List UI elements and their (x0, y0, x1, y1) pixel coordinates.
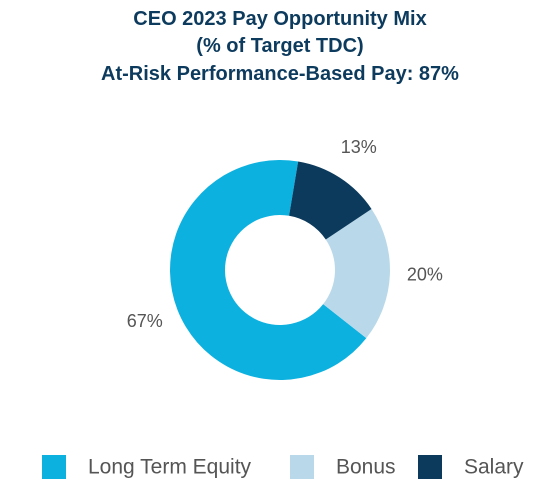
data-label: 20% (407, 265, 443, 285)
data-label: 67% (127, 311, 163, 331)
legend-swatch (42, 455, 66, 479)
donut-slice (170, 160, 367, 380)
chart-title: (% of Target TDC) (196, 35, 363, 57)
legend-swatch (418, 455, 442, 479)
donut-slice (289, 161, 372, 240)
legend-label: Bonus (336, 456, 396, 479)
chart-title: CEO 2023 Pay Opportunity Mix (133, 8, 426, 30)
donut-slice (323, 208, 390, 339)
data-label: 13% (341, 137, 377, 157)
legend-label: Long Term Equity (88, 456, 252, 479)
legend-swatch (290, 455, 314, 479)
legend-label: Salary (464, 456, 524, 479)
chart-title: At-Risk Performance-Based Pay: 87% (101, 63, 459, 85)
